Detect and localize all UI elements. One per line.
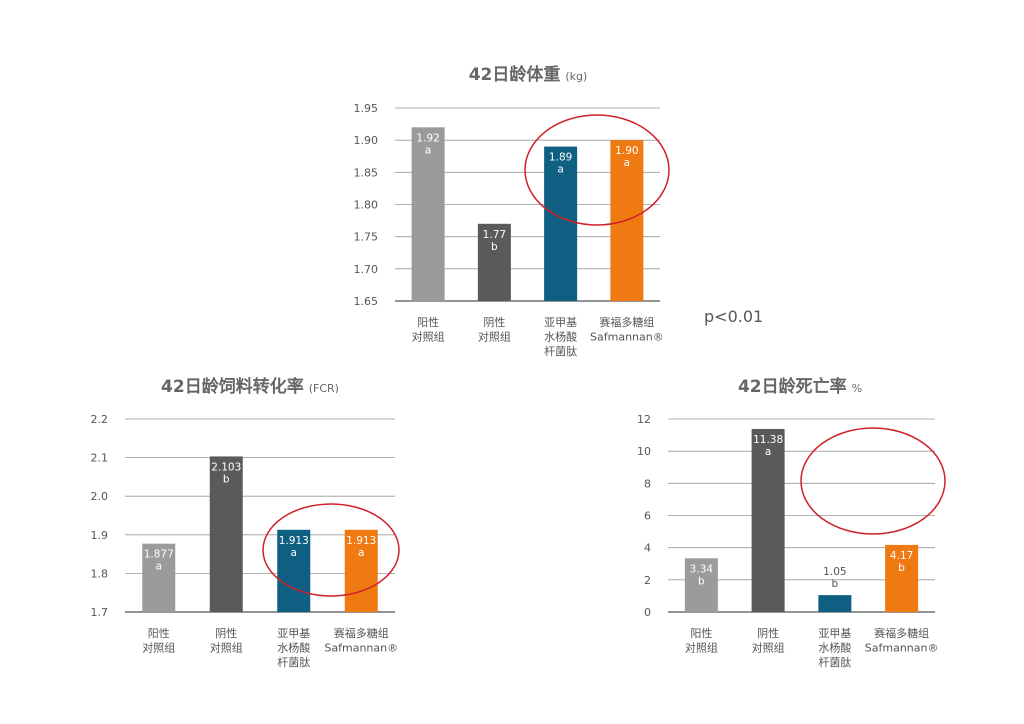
x-tick-label: Safmannan® [324, 642, 398, 655]
chart-title: 42日龄体重 (kg) [469, 64, 588, 85]
x-tick-label: 亚甲基 [544, 316, 577, 329]
highlight-ellipse [800, 427, 946, 535]
value-label: 1.89 [549, 152, 572, 164]
x-tick-label: 水杨酸 [818, 641, 851, 655]
significance-letter: a [425, 144, 431, 156]
bar [277, 529, 311, 612]
y-tick-label: 0 [644, 606, 651, 619]
significance-letter: a [358, 547, 364, 559]
y-tick-label: 4 [644, 542, 651, 555]
value-label: 1.05 [823, 566, 846, 578]
x-tick-label: 杆菌肽 [277, 655, 310, 669]
y-tick-label: 1.70 [354, 263, 379, 276]
y-tick-label: 1.7 [91, 606, 109, 619]
title-text: 42日龄死亡率 [738, 376, 847, 397]
y-tick-label: 1.8 [91, 567, 109, 580]
bar [885, 544, 919, 612]
x-tick-label: 杆菌肽 [818, 655, 851, 669]
significance-letter: a [624, 157, 630, 169]
significance-letter: b [698, 575, 705, 587]
x-tick-label: Safmannan® [590, 331, 664, 344]
x-tick-label: 对照组 [752, 641, 785, 655]
x-tick-label: 亚甲基 [277, 627, 310, 640]
value-label: 3.34 [690, 563, 714, 575]
bar [344, 529, 378, 612]
significance-letter: a [291, 547, 297, 559]
y-tick-label: 1.80 [354, 199, 379, 212]
y-tick-label: 1.85 [354, 166, 379, 179]
bar-chart: 42日龄死亡率 %0246810123.34b阳性对照组11.38a阴性对照组1.… [637, 376, 946, 669]
x-tick-label: 赛福多糖组 [599, 315, 654, 329]
value-label: 1.90 [615, 145, 638, 157]
x-tick-label: 水杨酸 [277, 641, 310, 655]
annotation: p<0.01 [704, 307, 763, 326]
y-tick-label: 1.9 [91, 529, 109, 542]
title-unit: % [852, 382, 862, 395]
x-tick-label: 赛福多糖组 [334, 626, 389, 640]
value-label: 4.17 [890, 550, 913, 562]
bar [411, 127, 445, 301]
bar [751, 428, 785, 612]
significance-letter: b [832, 578, 839, 590]
significance-letter: a [557, 164, 563, 176]
significance-letter: a [156, 561, 162, 573]
x-tick-label: 对照组 [685, 641, 718, 655]
y-tick-label: 2.1 [91, 452, 109, 465]
x-tick-label: 水杨酸 [544, 330, 577, 344]
value-label: 1.913 [346, 535, 376, 547]
bar [477, 223, 511, 301]
x-tick-label: 对照组 [210, 641, 243, 655]
y-tick-label: 10 [637, 445, 651, 458]
y-tick-label: 2.2 [91, 413, 109, 426]
value-label: 1.77 [483, 229, 506, 241]
highlight-ellipse [524, 114, 670, 226]
bar [684, 558, 718, 612]
chart-title: 42日龄饲料转化率 (FCR) [161, 376, 339, 397]
bar-chart: 42日龄饲料转化率 (FCR)1.71.81.92.02.12.21.877a阳性… [91, 376, 400, 669]
x-tick-label: 对照组 [412, 330, 445, 344]
x-tick-label: 阳性 [417, 315, 439, 329]
significance-letter: b [898, 562, 905, 574]
x-tick-label: 阳性 [148, 626, 170, 640]
x-tick-label: 赛福多糖组 [874, 626, 929, 640]
x-tick-label: 阴性 [483, 315, 505, 329]
significance-letter: a [765, 446, 771, 458]
value-label: 1.913 [279, 535, 309, 547]
chart-title: 42日龄死亡率% [738, 376, 862, 397]
y-tick-label: 2 [644, 574, 651, 587]
title-text: 42日龄饲料转化率 [161, 376, 304, 397]
y-tick-label: 1.65 [354, 295, 379, 308]
x-tick-label: 对照组 [478, 330, 511, 344]
x-tick-label: 对照组 [142, 641, 175, 655]
bar [209, 456, 243, 612]
highlight-ellipse [262, 503, 400, 597]
y-tick-label: 1.95 [354, 102, 379, 115]
x-tick-label: 阴性 [215, 626, 237, 640]
title-unit: (kg) [565, 70, 587, 83]
title-unit: (FCR) [309, 382, 339, 395]
x-tick-label: Safmannan® [865, 642, 939, 655]
value-label: 2.103 [211, 461, 241, 473]
x-tick-label: 阳性 [690, 626, 712, 640]
bar [818, 595, 852, 612]
y-tick-label: 2.0 [91, 490, 109, 503]
bar [142, 543, 176, 612]
value-label: 11.38 [753, 434, 783, 446]
x-tick-label: 亚甲基 [818, 627, 851, 640]
y-tick-label: 1.75 [354, 231, 379, 244]
title-text: 42日龄体重 [469, 64, 561, 85]
x-tick-label: 杆菌肽 [544, 344, 577, 358]
y-tick-label: 12 [637, 413, 651, 426]
significance-letter: b [491, 241, 498, 253]
significance-letter: b [223, 473, 230, 485]
x-tick-label: 阴性 [757, 626, 779, 640]
y-tick-label: 1.90 [354, 134, 379, 147]
y-tick-label: 6 [644, 510, 651, 523]
value-label: 1.92 [416, 132, 439, 144]
y-tick-label: 8 [644, 477, 651, 490]
bar-chart: 42日龄体重 (kg) 1.65 1.70 1.75 1.80 1.85 1.90 1.95 1.… [354, 64, 764, 358]
value-label: 1.877 [144, 549, 174, 561]
bar [544, 146, 578, 301]
